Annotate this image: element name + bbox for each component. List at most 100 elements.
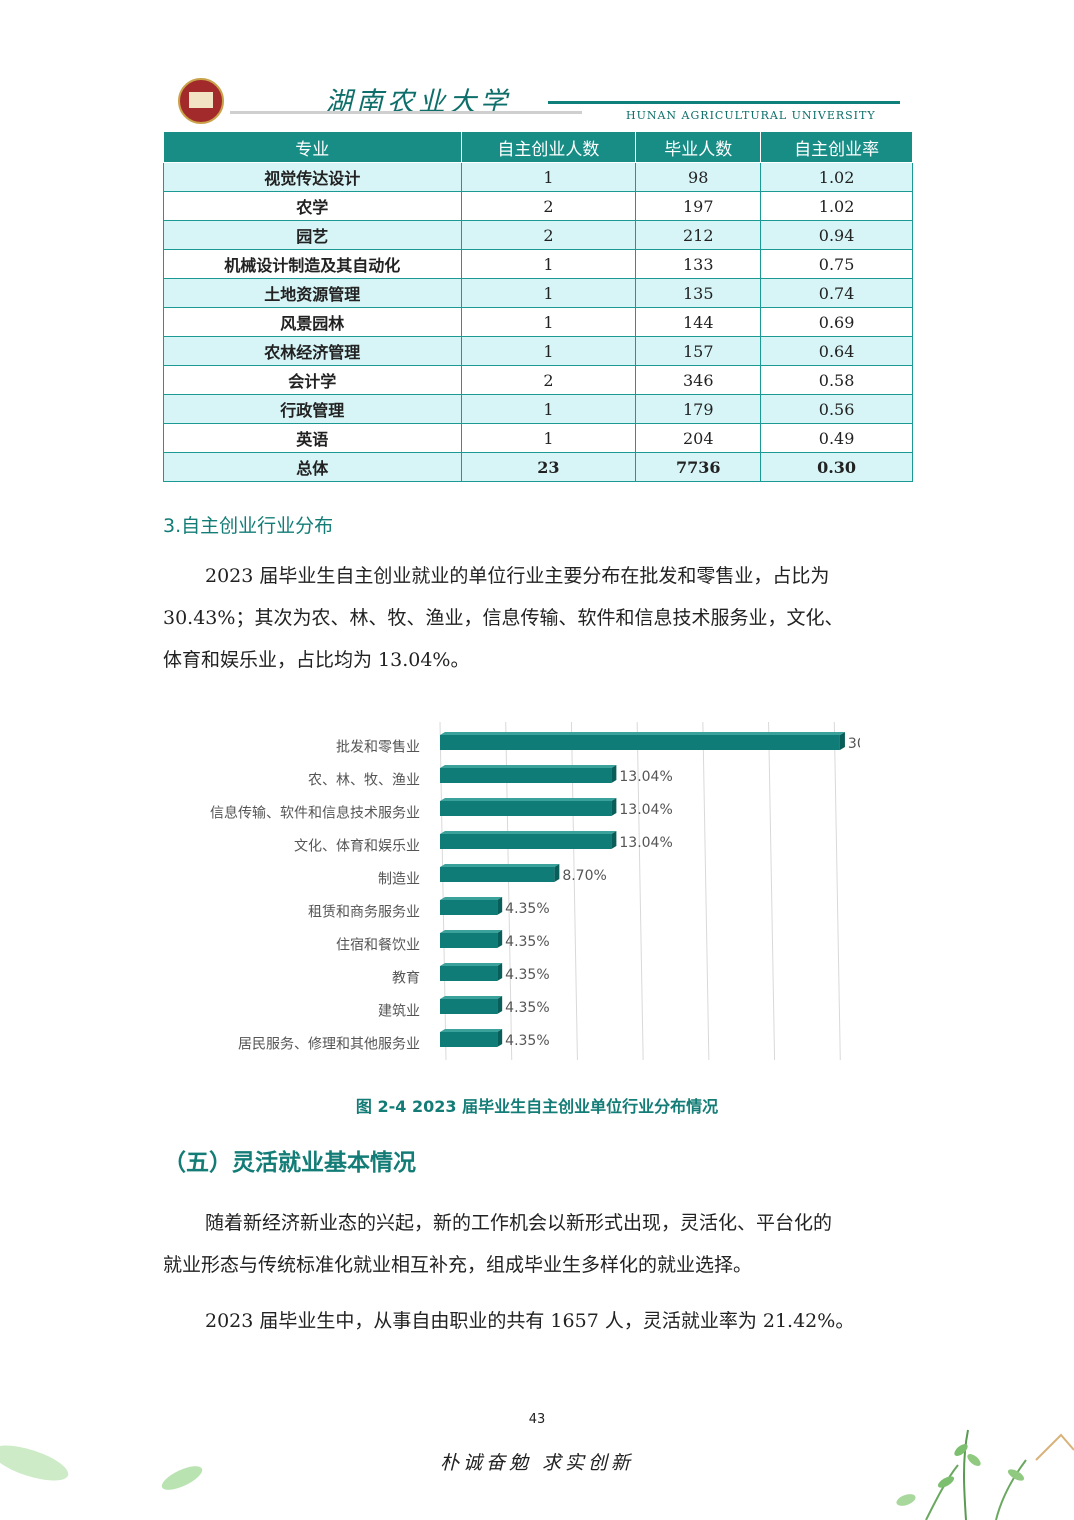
table-row: 园艺 2 212 0.94 <box>163 220 913 250</box>
value-label: 4.35% <box>505 1033 549 1049</box>
section-title: 3.自主创业行业分布 <box>163 515 334 537</box>
bar <box>440 999 498 1014</box>
value-label: 13.04% <box>619 769 672 785</box>
category-label: 居民服务、修理和其他服务业 <box>238 1037 420 1053</box>
bar-top <box>440 864 560 867</box>
bar <box>440 735 840 750</box>
bar-top <box>440 732 845 735</box>
table-cell-major: 行政管理 <box>163 394 462 424</box>
bar-side <box>497 897 503 915</box>
paragraph-line: 就业形态与传统标准化就业相互补充，组成毕业生多样化的就业选择。 <box>163 1254 753 1276</box>
bar <box>440 900 498 915</box>
paragraph-line: 2023 届毕业生自主创业就业的单位行业主要分布在批发和零售业，占比为 <box>205 565 830 587</box>
industry-bar-chart: 批发和零售业 30.43% 农、林、牧、渔业 13.04% 信息传输、软件和信息技术服务… <box>210 721 860 1061</box>
table-cell-major: 风景园林 <box>163 307 462 337</box>
table-cell-entrepreneurs: 1 <box>460 162 637 192</box>
table-cell-entrepreneurs: 1 <box>460 423 637 453</box>
section-heading: （五）灵活就业基本情况 <box>163 1150 416 1176</box>
header-rule-right <box>548 101 900 104</box>
category-label: 制造业 <box>378 872 420 888</box>
table-header-row: 专业 自主创业人数 毕业人数 自主创业率 <box>163 131 913 163</box>
category-label: 批发和零售业 <box>336 740 420 756</box>
table-cell-major: 英语 <box>163 423 462 453</box>
table-cell-entrepreneurs: 1 <box>460 249 637 279</box>
table-cell-entrepreneurs: 2 <box>460 365 637 395</box>
table-cell-entrepreneurs: 2 <box>460 220 637 250</box>
table-cell-rate: 0.75 <box>760 249 913 279</box>
bar-side <box>497 930 503 948</box>
table-cell-rate: 0.49 <box>760 423 913 453</box>
table-cell-rate: 0.94 <box>760 220 913 250</box>
table-cell-graduates: 197 <box>635 191 762 221</box>
bar-side <box>554 864 560 882</box>
table-row: 视觉传达设计 1 98 1.02 <box>163 162 913 192</box>
bar-top <box>440 831 617 834</box>
table-total-graduates: 7736 <box>635 452 762 482</box>
value-label: 13.04% <box>619 835 672 851</box>
table-header-cell: 专业 <box>163 131 462 163</box>
paragraph-line: 体育和娱乐业，占比均为 13.04%。 <box>163 649 470 671</box>
bar-top <box>440 930 503 933</box>
category-label: 建筑业 <box>378 1004 420 1020</box>
table-cell-graduates: 98 <box>635 162 762 192</box>
bar <box>440 867 555 882</box>
category-label: 教育 <box>392 971 420 987</box>
page-number: 43 <box>528 1412 546 1427</box>
category-label: 文化、体育和娱乐业 <box>294 839 420 855</box>
bar-top <box>440 765 617 768</box>
table-cell-rate: 0.64 <box>760 336 913 366</box>
table-cell-major: 土地资源管理 <box>163 278 462 308</box>
bar-top <box>440 897 503 900</box>
category-label: 农、林、牧、渔业 <box>308 773 420 789</box>
bar-side <box>497 1029 503 1047</box>
table-header-cell: 毕业人数 <box>635 131 762 163</box>
university-name-en: HUNAN AGRICULTURAL UNIVERSITY <box>626 109 876 122</box>
table-cell-graduates: 346 <box>635 365 762 395</box>
bar-top <box>440 963 503 966</box>
table-cell-major: 园艺 <box>163 220 462 250</box>
table-row: 会计学 2 346 0.58 <box>163 365 913 395</box>
table-row: 机械设计制造及其自动化 1 133 0.75 <box>163 249 913 279</box>
bar-side <box>497 963 503 981</box>
bar <box>440 1032 498 1047</box>
table-cell-graduates: 157 <box>635 336 762 366</box>
value-label: 13.04% <box>619 802 672 818</box>
university-logo <box>178 78 224 124</box>
table-cell-entrepreneurs: 1 <box>460 336 637 366</box>
table-cell-entrepreneurs: 1 <box>460 307 637 337</box>
bar-side <box>839 732 845 750</box>
paragraph-flexible-rate: 2023 届毕业生中，从事自由职业的共有 1657 人，灵活就业率为 21.42… <box>205 1310 855 1332</box>
value-label: 4.35% <box>505 901 549 917</box>
table-cell-major: 会计学 <box>163 365 462 395</box>
table-header-cell: 自主创业人数 <box>460 131 637 163</box>
table-cell-graduates: 179 <box>635 394 762 424</box>
bar <box>440 768 612 783</box>
table-header-cell: 自主创业率 <box>760 131 913 163</box>
value-label: 4.35% <box>505 967 549 983</box>
table-row: 土地资源管理 1 135 0.74 <box>163 278 913 308</box>
entrepreneurship-table: 专业 自主创业人数 毕业人数 自主创业率 视觉传达设计 1 98 1.02 农学 2 197… <box>163 131 913 482</box>
value-label: 8.70% <box>562 868 606 884</box>
category-label: 租赁和商务服务业 <box>308 905 420 921</box>
bar <box>440 966 498 981</box>
table-row: 行政管理 1 179 0.56 <box>163 394 913 424</box>
table-cell-entrepreneurs: 1 <box>460 394 637 424</box>
figure-caption: 图 2-4 2023 届毕业生自主创业单位行业分布情况 <box>355 1097 719 1116</box>
paragraph-flexible: 随着新经济新业态的兴起，新的工作机会以新形式出现，灵活化、平台化的 就业形态与传… <box>163 1202 913 1286</box>
grid-line <box>833 721 841 1061</box>
table-cell-rate: 1.02 <box>760 191 913 221</box>
motto: 朴诚奋勉 求实创新 <box>439 1452 635 1474</box>
bar-side <box>611 831 617 849</box>
table-total-row: 总体 23 7736 0.30 <box>163 452 913 482</box>
table-cell-rate: 0.69 <box>760 307 913 337</box>
table-cell-major: 农学 <box>163 191 462 221</box>
bar-top <box>440 1029 503 1032</box>
table-cell-graduates: 212 <box>635 220 762 250</box>
category-label: 信息传输、软件和信息技术服务业 <box>210 805 420 822</box>
grid-line <box>768 721 776 1061</box>
table-cell-entrepreneurs: 1 <box>460 278 637 308</box>
table-total-rate: 0.30 <box>760 452 913 482</box>
grid-line <box>702 721 710 1061</box>
table-cell-graduates: 135 <box>635 278 762 308</box>
table-cell-graduates: 204 <box>635 423 762 453</box>
